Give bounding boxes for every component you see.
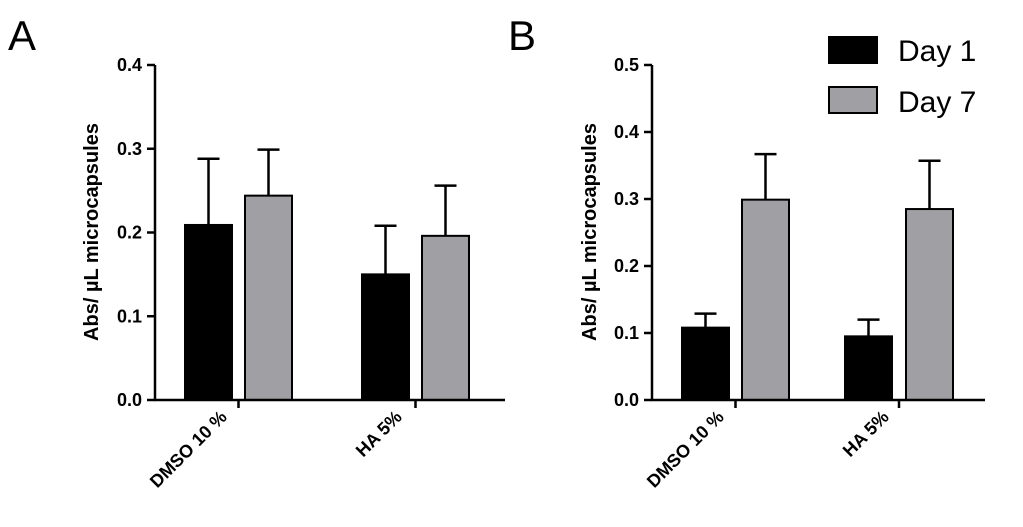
bar-day-7-1 <box>905 208 954 401</box>
bar-day-1-0 <box>184 223 233 401</box>
bar-day-1-0 <box>681 326 730 402</box>
legend-label-day-1: Day 1 <box>898 35 976 68</box>
x-category-label: DMSO 10 % <box>643 407 728 492</box>
y-tick-label: 0.4 <box>614 122 639 142</box>
panel-letter-b: B <box>508 12 536 59</box>
y-tick-label: 0.1 <box>614 323 639 343</box>
x-category-label: DMSO 10 % <box>146 407 231 492</box>
y-tick-label: 0.0 <box>614 390 639 410</box>
x-category-label: HA 5% <box>839 407 893 461</box>
legend-label-day-7: Day 7 <box>898 86 976 119</box>
bar-day-1-1 <box>844 335 893 402</box>
bar-day-7-1 <box>421 234 470 401</box>
y-tick-label: 0.2 <box>117 223 142 243</box>
bar-day-7-0 <box>244 194 293 401</box>
bar-day-1-1 <box>361 273 410 401</box>
y-axis-title: Abs/ µL microcapsules <box>579 123 601 341</box>
y-tick-label: 0.1 <box>117 306 142 326</box>
y-tick-label: 0.4 <box>117 55 142 75</box>
panel-letter-a: A <box>8 12 36 59</box>
y-tick-label: 0.5 <box>614 55 639 75</box>
legend: Day 1 Day 7 <box>828 35 976 119</box>
bar-day-7-0 <box>741 198 790 401</box>
y-tick-label: 0.2 <box>614 256 639 276</box>
chart-panel-b: 0.0 0.1 0.2 0.3 0.4 0.5 DMSO 10 % HA 5% Abs/ µL … <box>579 55 985 492</box>
legend-swatch-day-1 <box>828 36 878 64</box>
chart-panel-a: 0.0 0.1 0.2 0.3 0.4 DMSO 10 % HA 5% Abs/ µL mic… <box>81 55 505 492</box>
y-tick-label: 0.3 <box>117 139 142 159</box>
y-tick-label: 0.0 <box>117 390 142 410</box>
legend-swatch-day-7 <box>828 86 878 114</box>
x-category-label: HA 5% <box>352 407 406 461</box>
y-axis-title: Abs/ µL microcapsules <box>81 123 103 341</box>
y-tick-label: 0.3 <box>614 189 639 209</box>
